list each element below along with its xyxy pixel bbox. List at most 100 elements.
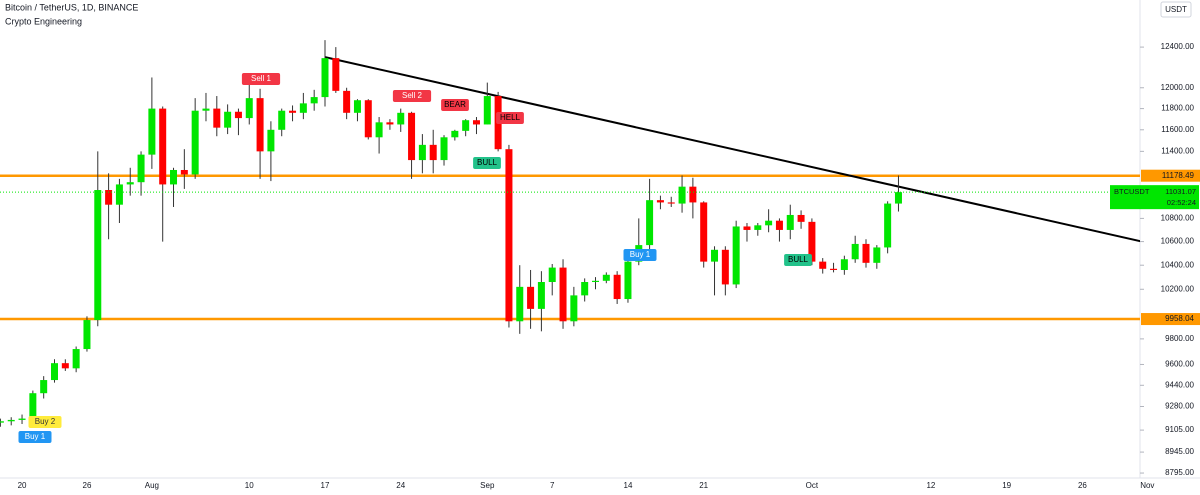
candle-body (505, 149, 513, 322)
y-tick-label: 12000.00 (1161, 83, 1195, 92)
signal-tag (18, 431, 52, 443)
last-price-symbol: BTCUSDT (1114, 187, 1150, 196)
y-tick-label: 8795.00 (1165, 468, 1194, 477)
candle-body (873, 247, 881, 263)
candle-body (105, 190, 113, 205)
candle-body (851, 243, 859, 260)
signal-label: BULL (788, 255, 809, 264)
candle-body (332, 58, 340, 91)
candle-body (840, 259, 848, 270)
y-tick-label: 11800.00 (1161, 104, 1194, 113)
signal-tag (496, 112, 524, 124)
candle-body (310, 97, 318, 104)
candle-body (819, 261, 827, 269)
candle-body (624, 261, 632, 300)
candle-body (516, 286, 524, 322)
candle-body (451, 130, 459, 138)
candle-body (94, 190, 102, 321)
y-tick-label: 10400.00 (1161, 260, 1195, 269)
candle-body (884, 203, 892, 248)
last-price-box (1110, 185, 1199, 210)
candle-body (245, 98, 253, 119)
candle-body (775, 220, 783, 230)
candle-body (559, 267, 567, 322)
x-tick-label: Nov (1140, 481, 1154, 490)
candle-body (711, 249, 719, 262)
candle-body (115, 184, 123, 205)
signal-tag (623, 249, 657, 261)
x-tick-label: 21 (699, 481, 708, 490)
signal-label: Buy 1 (630, 250, 651, 259)
signal-label: Buy 2 (35, 417, 56, 426)
x-tick-label: 24 (396, 481, 405, 490)
candle-body (667, 202, 675, 204)
plot-area (0, 40, 1140, 427)
x-tick-label: 14 (624, 481, 633, 490)
candle-body (689, 186, 697, 203)
candle-body (202, 108, 210, 111)
candle-body (462, 120, 470, 131)
y-tick-label: 9600.00 (1165, 360, 1194, 369)
candle-body (386, 122, 394, 125)
candle-body (29, 393, 37, 419)
candle-body (353, 100, 361, 113)
x-tick-label: 26 (83, 481, 92, 490)
x-tick-label: 10 (245, 481, 254, 490)
signal-tag (241, 73, 281, 85)
candle-body (224, 111, 232, 128)
signal-tag (784, 254, 812, 266)
candle-body (343, 90, 351, 113)
candle-body (894, 192, 902, 204)
chart-subtitle: Crypto Engineering (5, 16, 82, 26)
candle-body (40, 380, 48, 394)
trendline (324, 56, 1140, 243)
candle-body (732, 226, 740, 285)
signal-label: Buy 1 (25, 432, 46, 441)
x-tick-label: 20 (18, 481, 27, 490)
candle-body (700, 202, 708, 262)
candle-body (180, 169, 188, 175)
hline-price-label: 11178.49 (1162, 171, 1195, 180)
y-tick-label: 11600.00 (1161, 125, 1194, 134)
candle-body (137, 154, 145, 183)
candle-body (743, 226, 751, 230)
currency-box[interactable] (1160, 1, 1192, 18)
currency: USDT (1165, 5, 1187, 14)
candle-body (483, 96, 491, 125)
candle-body (126, 182, 134, 185)
y-tick-label: 10800.00 (1161, 214, 1195, 223)
candle-body (18, 418, 26, 420)
hline-price-label: 9958.04 (1165, 314, 1194, 323)
candle-body (321, 58, 329, 98)
chart-title: Bitcoin / TetherUS, 1D, BINANCE (5, 2, 138, 12)
y-tick-label: 8945.00 (1165, 447, 1194, 456)
candle-body (418, 144, 426, 161)
candle-body (408, 112, 416, 161)
y-tick-label: 10600.00 (1161, 237, 1195, 246)
x-tick-label: 17 (321, 481, 330, 490)
candle-body (83, 320, 91, 350)
candle-body (862, 243, 870, 263)
candle-body (646, 200, 654, 246)
candle-body (234, 111, 242, 119)
y-tick-label: 10200.00 (1161, 284, 1195, 293)
candle-body (797, 214, 805, 222)
candle-body (170, 169, 178, 185)
candle-body (7, 419, 15, 422)
overlay: Sell 1 Sell 2 BEAR HELL BULL Buy 1 BULL Buy 2 Bu… (18, 73, 812, 443)
candle-body (537, 282, 545, 309)
candle-body (808, 221, 816, 262)
y-tick-label: 9105.00 (1165, 425, 1194, 434)
candle-body (678, 186, 686, 204)
candle-body (592, 280, 599, 283)
candle-body (213, 108, 221, 128)
x-tick-label: Aug (145, 481, 159, 490)
candle-body (397, 112, 405, 125)
signal-tag (441, 99, 469, 111)
x-tick-label: 26 (1078, 481, 1087, 490)
candle-body (289, 110, 297, 113)
candle-body (602, 274, 610, 281)
candle-body (548, 267, 556, 283)
